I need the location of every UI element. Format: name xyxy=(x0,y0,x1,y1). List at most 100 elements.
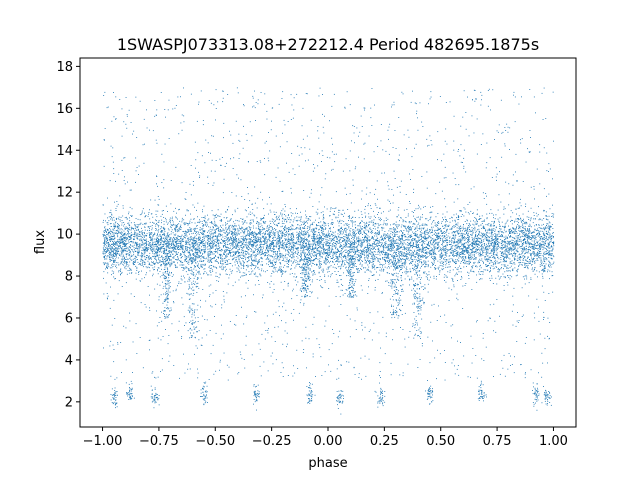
data-point xyxy=(263,253,265,254)
data-point xyxy=(376,271,377,273)
data-point xyxy=(413,249,415,251)
data-point xyxy=(157,250,158,251)
data-point xyxy=(134,238,135,240)
data-point xyxy=(158,248,160,249)
data-point xyxy=(530,260,532,262)
data-point xyxy=(379,242,381,244)
data-point xyxy=(172,221,174,223)
data-point xyxy=(304,245,306,247)
data-point xyxy=(301,247,303,249)
data-point xyxy=(437,236,439,238)
data-point xyxy=(518,218,519,219)
data-point xyxy=(107,242,109,244)
data-point xyxy=(544,253,546,255)
data-point xyxy=(182,231,184,232)
data-point xyxy=(228,227,230,228)
data-point xyxy=(295,251,297,253)
data-point xyxy=(368,261,370,263)
data-point xyxy=(537,255,538,257)
data-point xyxy=(447,225,449,227)
data-point xyxy=(403,230,405,231)
data-point xyxy=(371,232,373,234)
data-point xyxy=(227,233,228,235)
data-point xyxy=(515,244,517,246)
data-point xyxy=(141,233,143,235)
data-point xyxy=(117,224,119,225)
data-point xyxy=(500,247,502,249)
data-point xyxy=(128,237,130,239)
data-point xyxy=(312,234,314,236)
data-point xyxy=(459,228,461,230)
data-point xyxy=(103,249,105,251)
data-point xyxy=(161,230,163,232)
data-point xyxy=(346,261,348,263)
data-point xyxy=(195,257,197,258)
data-point xyxy=(126,253,128,255)
data-point xyxy=(520,229,522,231)
data-point xyxy=(345,227,346,229)
data-point xyxy=(494,236,496,237)
data-point xyxy=(382,251,384,253)
data-point xyxy=(124,261,125,262)
data-point xyxy=(526,216,528,218)
data-point xyxy=(192,258,194,260)
data-point xyxy=(428,274,430,276)
data-point xyxy=(449,266,451,268)
data-point xyxy=(344,212,345,214)
data-point xyxy=(166,245,168,247)
data-point xyxy=(531,232,533,233)
data-point xyxy=(430,247,432,249)
data-point xyxy=(166,255,168,257)
data-point xyxy=(411,255,412,257)
data-point xyxy=(218,231,220,232)
data-point xyxy=(120,231,122,233)
data-point xyxy=(120,262,122,264)
data-point xyxy=(285,244,287,246)
data-point xyxy=(144,251,146,253)
data-point xyxy=(478,237,480,239)
data-point xyxy=(156,240,158,241)
data-point xyxy=(111,230,113,232)
data-point xyxy=(203,219,205,221)
data-point xyxy=(441,260,443,262)
data-point xyxy=(420,256,422,258)
data-point xyxy=(152,221,153,223)
data-point xyxy=(274,214,276,215)
data-point xyxy=(353,231,355,233)
data-point xyxy=(315,241,317,243)
data-point xyxy=(510,243,512,245)
data-point xyxy=(507,237,509,239)
data-point xyxy=(315,211,317,213)
data-point xyxy=(321,239,323,241)
data-point xyxy=(148,243,150,245)
data-point xyxy=(358,271,360,273)
data-point xyxy=(449,244,451,245)
data-point xyxy=(393,252,394,254)
data-point xyxy=(235,239,237,241)
data-point xyxy=(392,264,394,266)
data-point xyxy=(154,245,156,247)
data-point xyxy=(457,255,459,257)
data-point xyxy=(130,238,132,240)
data-point xyxy=(233,237,235,238)
data-point xyxy=(216,247,218,249)
data-point xyxy=(261,233,263,235)
data-point xyxy=(113,248,115,250)
data-point xyxy=(320,242,321,244)
data-point xyxy=(190,229,192,231)
data-point xyxy=(300,234,302,236)
data-point xyxy=(202,236,203,238)
data-point xyxy=(457,242,459,244)
data-point xyxy=(415,233,417,235)
data-point xyxy=(518,244,520,246)
data-point xyxy=(129,254,130,256)
data-point xyxy=(458,218,460,220)
data-point xyxy=(451,248,453,249)
data-point xyxy=(512,242,514,243)
data-point xyxy=(315,248,316,249)
data-point xyxy=(528,231,529,232)
data-point xyxy=(307,230,309,231)
data-point xyxy=(376,256,377,258)
data-point xyxy=(525,252,527,254)
data-point xyxy=(172,249,174,251)
